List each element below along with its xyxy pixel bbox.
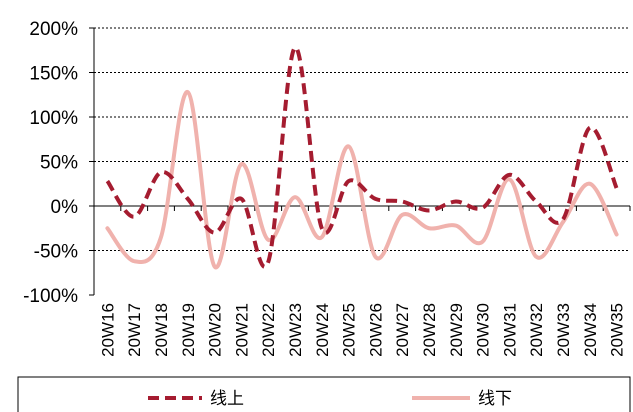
x-tick-label: 20W26 — [366, 303, 385, 357]
x-tick-label: 20W21 — [232, 303, 251, 357]
legend: 线上 线下 — [17, 376, 631, 412]
series-line-online — [105, 45, 619, 269]
x-tick-label: 20W25 — [340, 303, 359, 357]
y-tick-label: -50% — [34, 242, 78, 263]
x-tick-label: 20W28 — [420, 303, 439, 357]
x-tick-label: 20W23 — [286, 303, 305, 357]
x-tick-label: 20W33 — [554, 303, 573, 357]
x-tick-label: 20W20 — [206, 303, 225, 357]
y-tick-label: 150% — [29, 64, 78, 85]
y-tick-label: 50% — [40, 153, 78, 174]
x-tick-label: 20W30 — [474, 303, 493, 357]
y-tick-label: -100% — [23, 286, 78, 307]
x-tick-label: 20W16 — [98, 303, 117, 357]
x-tick-label: 20W17 — [125, 303, 144, 357]
x-tick-label: 20W29 — [447, 303, 466, 357]
gridlines — [94, 27, 630, 251]
x-tick-label: 20W18 — [152, 303, 171, 357]
x-tick-label: 20W35 — [608, 303, 627, 357]
y-axis: 200% 150% 100% 50% 0% -50% -100% — [23, 19, 95, 307]
x-tick-label: 20W27 — [393, 303, 412, 357]
legend-label-online: 线上 — [210, 389, 244, 409]
y-tick-label: 200% — [29, 19, 78, 40]
series-line-offline — [105, 90, 619, 270]
x-tick-label: 20W19 — [179, 303, 198, 357]
legend-box — [17, 376, 631, 412]
x-axis: 20W16 20W17 20W18 20W19 20W20 20W21 20W22 20W23… — [98, 303, 626, 357]
x-tick-label: 20W32 — [527, 303, 546, 357]
x-tick-label: 20W22 — [259, 303, 278, 357]
legend-label-offline: 线下 — [478, 389, 512, 409]
y-tick-label: 100% — [29, 108, 78, 129]
x-tick-label: 20W31 — [500, 303, 519, 357]
x-tick-label: 20W34 — [581, 303, 600, 357]
x-tick-label: 20W24 — [313, 303, 332, 357]
y-tick-label: 0% — [51, 197, 79, 218]
series-lines — [105, 45, 619, 270]
